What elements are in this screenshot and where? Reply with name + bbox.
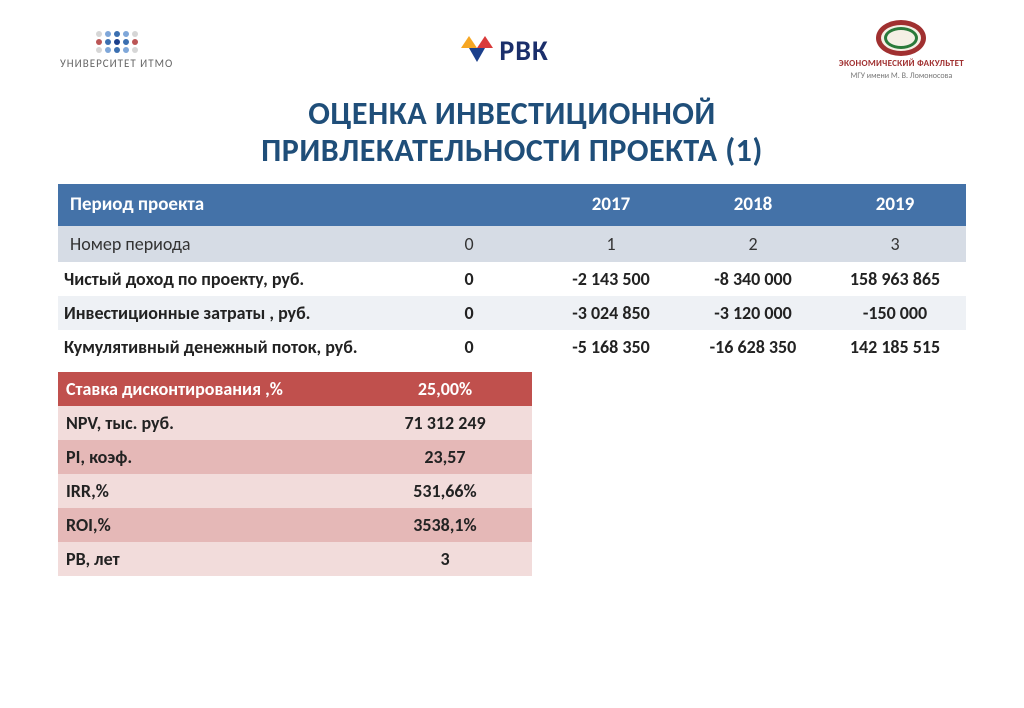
rvc-mark-icon	[463, 36, 493, 64]
sub-cell: 3	[824, 226, 966, 262]
main-table-wrap: Период проекта 2017 2018 2019 Номер пери…	[0, 184, 1024, 364]
hdr-cell: 2017	[540, 184, 682, 226]
table-subheader-row: Номер периода 0 1 2 3	[58, 226, 966, 262]
cell: 0	[398, 296, 540, 330]
sub-cell: 0	[398, 226, 540, 262]
sub-cell: Номер периода	[58, 226, 398, 262]
metrics-header-row: Ставка дисконтирования ,% 25,00%	[58, 372, 532, 406]
metrics-table-wrap: Ставка дисконтирования ,% 25,00% NPV, ты…	[0, 364, 590, 576]
title-line-1: ОЦЕНКА ИНВЕСТИЦИОННОЙ	[308, 94, 716, 133]
rvc-label: РВК	[499, 33, 548, 68]
metric-label: IRR,%	[58, 474, 358, 508]
msu-label-2: МГУ имени М. В. Ломоносова	[851, 71, 953, 81]
metrics-row: IRR,% 531,66%	[58, 474, 532, 508]
metric-label: ROI,%	[58, 508, 358, 542]
metrics-row: PI, коэф. 23,57	[58, 440, 532, 474]
metric-label: PB, лет	[58, 542, 358, 576]
cell: 0	[398, 262, 540, 296]
hdr-cell: Период проекта	[58, 184, 398, 226]
row-label: Инвестиционные затраты , руб.	[58, 296, 398, 330]
sub-cell: 2	[682, 226, 824, 262]
metrics-row: NPV, тыс. руб. 71 312 249	[58, 406, 532, 440]
cell: -16 628 350	[682, 330, 824, 364]
metric-label: PI, коэф.	[58, 440, 358, 474]
itmo-dots-icon	[96, 31, 138, 53]
hdr-cell: 2019	[824, 184, 966, 226]
table-row: Чистый доход по проекту, руб. 0 -2 143 5…	[58, 262, 966, 296]
cell: -3 024 850	[540, 296, 682, 330]
msu-ring-icon	[876, 20, 926, 56]
table-row: Кумулятивный денежный поток, руб. 0 -5 1…	[58, 330, 966, 364]
metrics-row: ROI,% 3538,1%	[58, 508, 532, 542]
metric-value: 3538,1%	[358, 508, 532, 542]
page-title: ОЦЕНКА ИНВЕСТИЦИОННОЙ ПРИВЛЕКАТЕЛЬНОСТИ …	[0, 90, 1024, 184]
logo-msu: ЭКОНОМИЧЕСКИЙ ФАКУЛЬТЕТ МГУ имени М. В. …	[839, 20, 964, 81]
hdr-cell	[398, 184, 540, 226]
table-header-row: Период проекта 2017 2018 2019	[58, 184, 966, 226]
header-logos: УНИВЕРСИТЕТ ИТМО РВК ЭКОНОМИЧЕСКИЙ ФАКУЛ…	[0, 0, 1024, 90]
table-row: Инвестиционные затраты , руб. 0 -3 024 8…	[58, 296, 966, 330]
title-line-2: ПРИВЛЕКАТЕЛЬНОСТИ ПРОЕКТА (1)	[261, 131, 763, 170]
cell: 158 963 865	[824, 262, 966, 296]
cell: -5 168 350	[540, 330, 682, 364]
cell: -8 340 000	[682, 262, 824, 296]
itmo-label: УНИВЕРСИТЕТ ИТМО	[60, 57, 173, 70]
hdr-cell: 2018	[682, 184, 824, 226]
msu-label-1: ЭКОНОМИЧЕСКИЙ ФАКУЛЬТЕТ	[839, 58, 964, 69]
logo-rvc: РВК	[463, 33, 548, 68]
row-label: Кумулятивный денежный поток, руб.	[58, 330, 398, 364]
cell: -3 120 000	[682, 296, 824, 330]
metrics-table: Ставка дисконтирования ,% 25,00% NPV, ты…	[58, 372, 532, 576]
logo-itmo: УНИВЕРСИТЕТ ИТМО	[60, 31, 173, 70]
row-label: Чистый доход по проекту, руб.	[58, 262, 398, 296]
metric-value: 71 312 249	[358, 406, 532, 440]
cell: -150 000	[824, 296, 966, 330]
metric-label: Ставка дисконтирования ,%	[58, 372, 358, 406]
sub-cell: 1	[540, 226, 682, 262]
metric-value: 3	[358, 542, 532, 576]
cell: 142 185 515	[824, 330, 966, 364]
metrics-row: PB, лет 3	[58, 542, 532, 576]
metric-value: 531,66%	[358, 474, 532, 508]
metric-value: 25,00%	[358, 372, 532, 406]
metric-value: 23,57	[358, 440, 532, 474]
main-table: Период проекта 2017 2018 2019 Номер пери…	[58, 184, 966, 364]
metric-label: NPV, тыс. руб.	[58, 406, 358, 440]
cell: 0	[398, 330, 540, 364]
cell: -2 143 500	[540, 262, 682, 296]
